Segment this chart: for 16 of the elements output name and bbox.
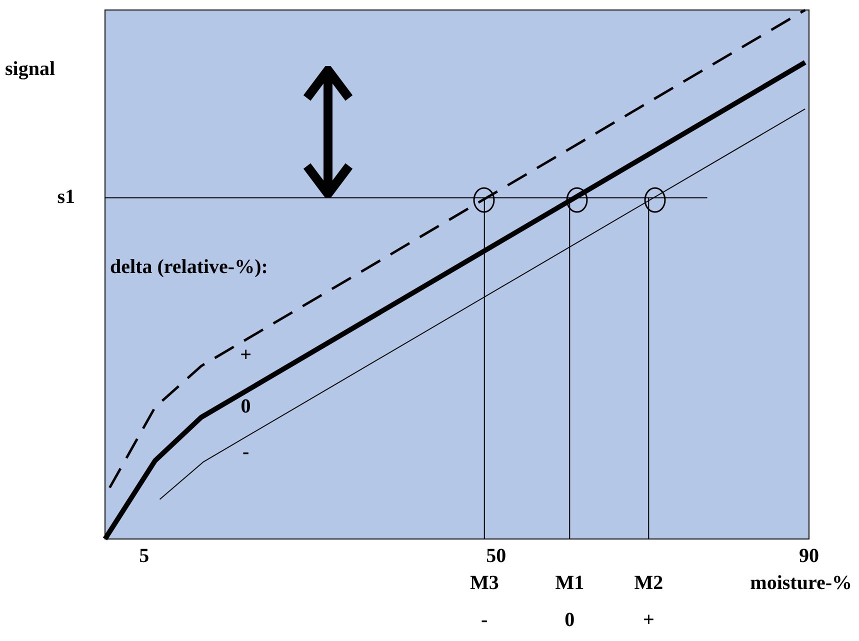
series-label: + <box>240 344 252 366</box>
x-tick-label: 90 <box>799 545 819 568</box>
text: + <box>642 609 654 632</box>
series-label: - <box>242 441 250 464</box>
x-axis-title: moisture-% <box>750 572 852 594</box>
text: 0 <box>564 609 575 632</box>
ref-line-label: M3 <box>470 572 499 594</box>
annotation: delta (relative-%): <box>110 256 268 278</box>
x-tick-label: 50 <box>486 545 506 568</box>
x-tick-label: 5 <box>139 545 150 568</box>
ref-line-label: s1 <box>57 186 75 208</box>
series-label: 0 <box>240 395 251 418</box>
y-axis-title: signal <box>5 58 56 80</box>
ref-line-label: M1 <box>555 572 584 594</box>
text: - <box>481 609 488 632</box>
ref-line-label: M2 <box>634 572 664 594</box>
